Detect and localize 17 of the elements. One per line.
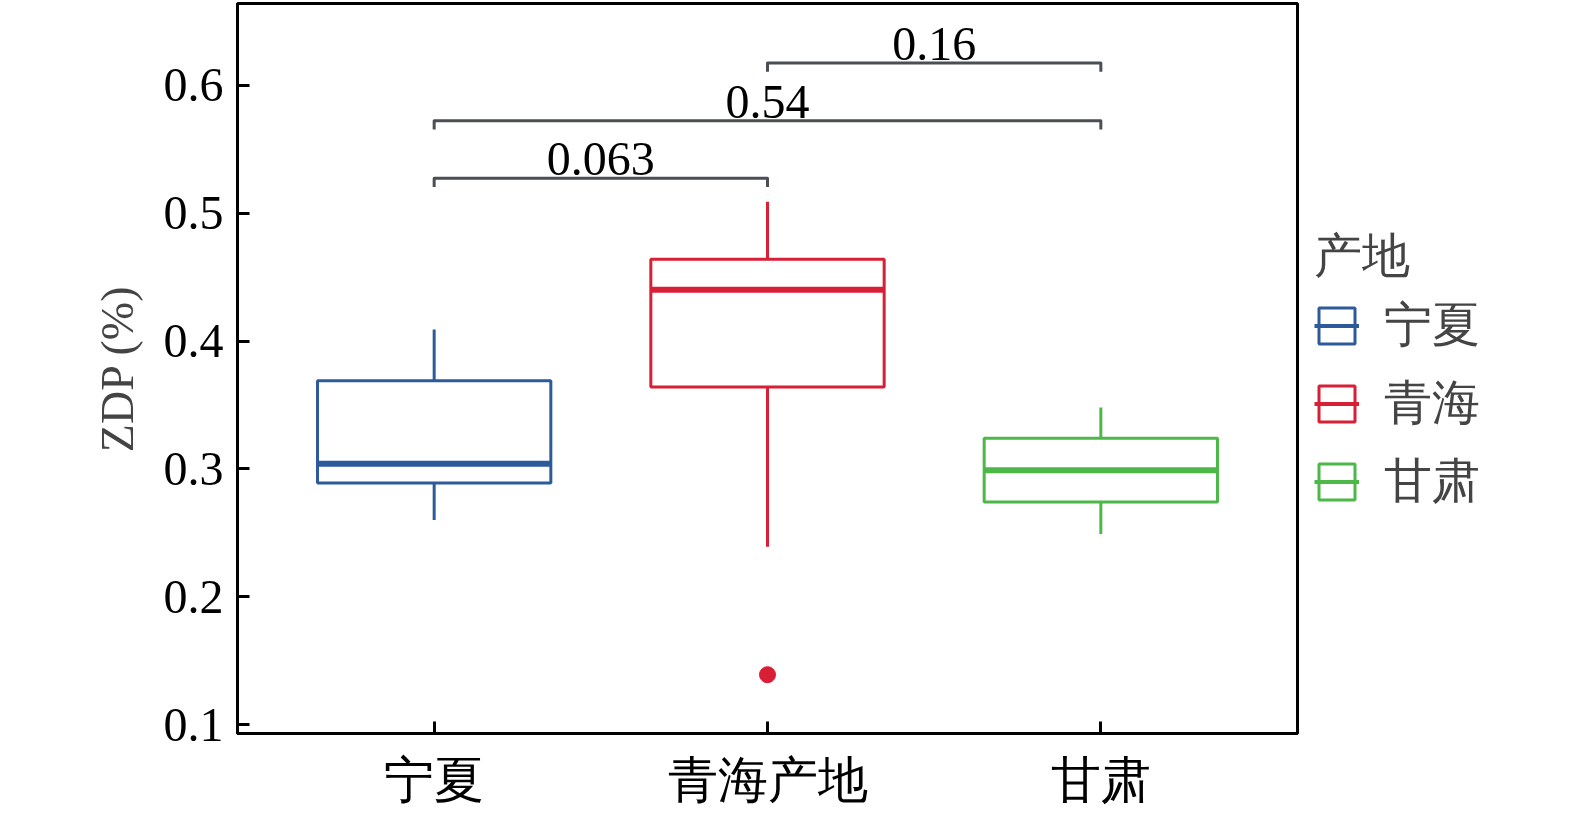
legend-title: 产地 [1314, 228, 1411, 284]
y-tick-label: 0.2 [163, 569, 224, 623]
legend-label: 青海 [1384, 375, 1480, 431]
legend-label: 宁夏 [1384, 297, 1480, 353]
x-tick-label: 青海产地 [667, 751, 868, 808]
y-tick-label: 0.4 [163, 314, 224, 368]
annotation: 0.063 [546, 132, 655, 186]
legend-label: 甘肃 [1384, 453, 1480, 509]
y-axis-title: ZDP (%) [91, 286, 143, 453]
x-tick-label: 宁夏 [384, 751, 485, 808]
y-tick-label: 0.3 [163, 441, 224, 495]
x-tick-label: 甘肃 [1050, 751, 1151, 808]
y-tick-label: 0.5 [163, 186, 224, 240]
y-tick-label: 0.6 [163, 58, 224, 112]
annotation: 0.54 [725, 74, 810, 128]
annotation: 0.16 [892, 17, 977, 71]
y-tick-label: 0.1 [163, 697, 224, 751]
